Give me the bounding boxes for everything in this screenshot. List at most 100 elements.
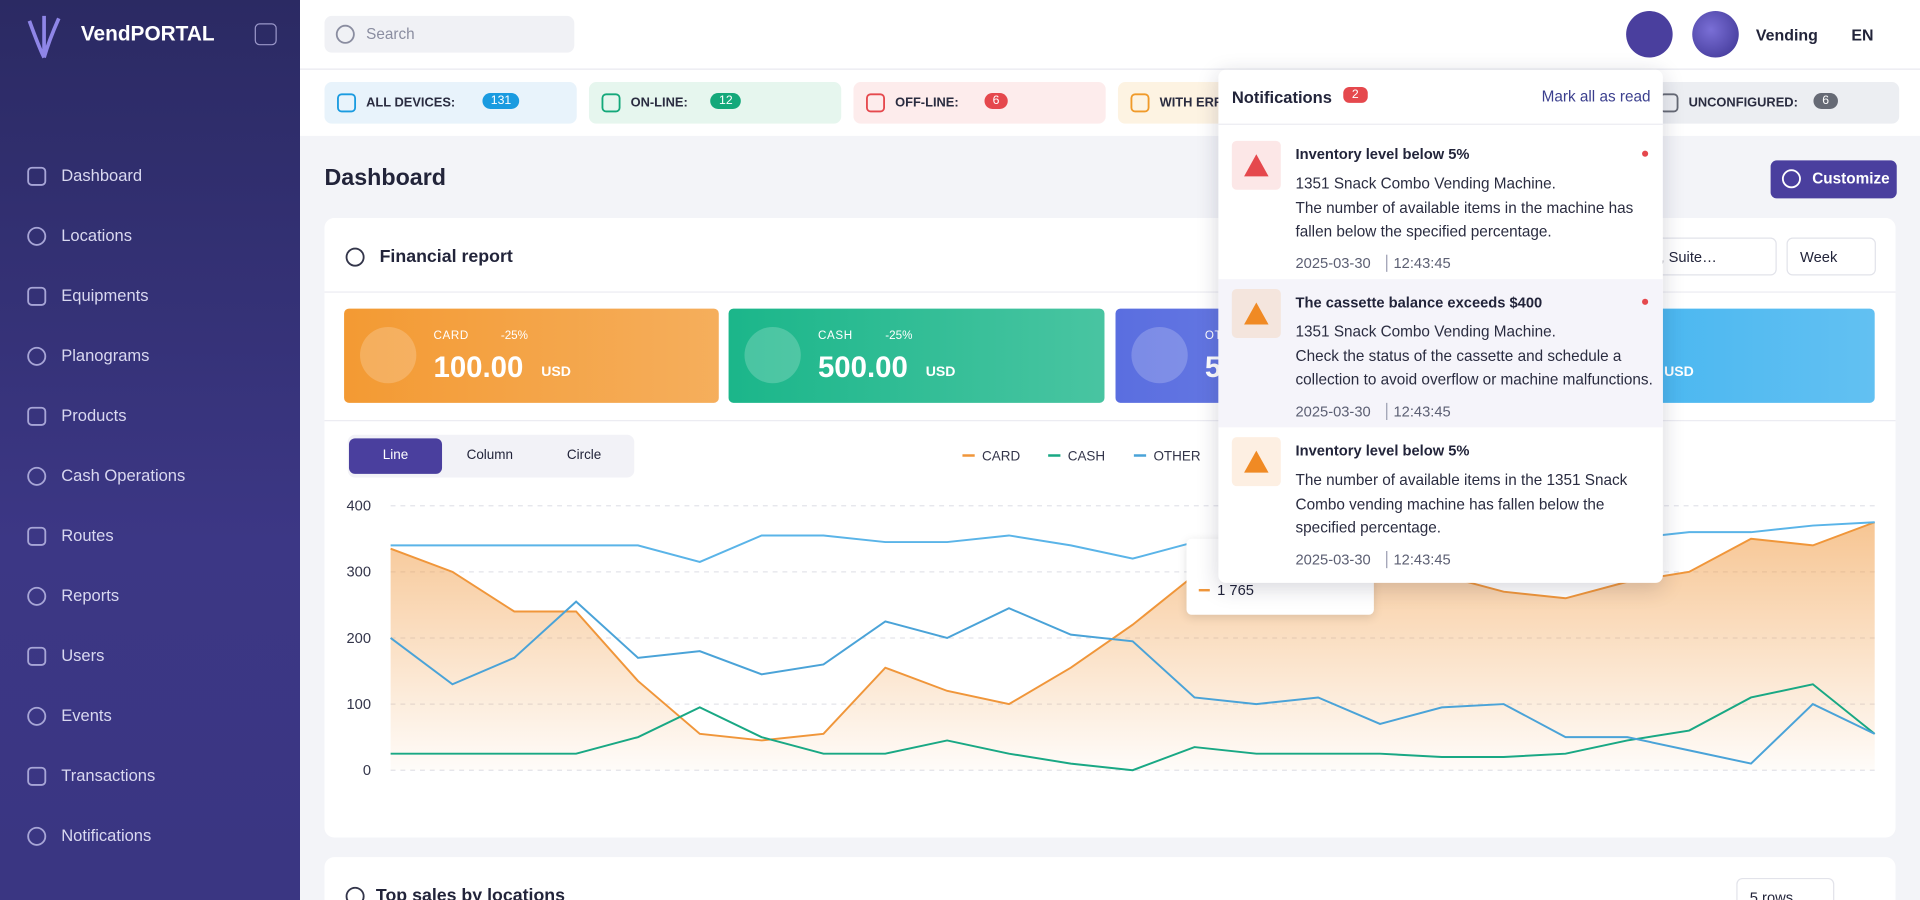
menu-item[interactable]: Products — [0, 392, 300, 441]
status-label: WITH ERR — [1159, 95, 1224, 111]
menu-item[interactable]: Notifications — [0, 812, 300, 861]
icon — [1781, 169, 1801, 189]
menu-item[interactable]: Equipments — [0, 272, 300, 321]
menu-item[interactable]: Transactions — [0, 752, 300, 801]
icon-shape — [27, 466, 47, 486]
icon — [27, 526, 47, 546]
chart-tabs: Line Column Circle — [347, 434, 635, 478]
notification-date: 2025-03-30 — [1295, 254, 1371, 272]
top-sales-panel: Top sales by locations 5 rows — [324, 857, 1896, 900]
y-tick-label: 300 — [347, 565, 372, 581]
chart-tab[interactable]: Line — [348, 438, 443, 474]
icon — [27, 466, 47, 486]
menu-item[interactable]: Locations — [0, 212, 300, 261]
icon — [27, 586, 47, 606]
notification-line: The number of available items in the mac… — [1295, 199, 1634, 241]
card-amount: 5 — [1204, 351, 1222, 385]
warning-icon — [1244, 450, 1269, 473]
icon-shape — [27, 586, 47, 606]
menu-label: Dashboard — [61, 166, 143, 185]
period-select[interactable]: Week — [1786, 237, 1876, 276]
status-card[interactable]: OFF-LINE: 6 — [853, 82, 1106, 124]
menu-label: Users — [61, 646, 105, 665]
menu-label: Locations — [61, 226, 132, 245]
brand: VendPORTAL — [80, 22, 215, 46]
icon — [335, 24, 355, 44]
notification-item[interactable]: The cassette balance exceeds $400 1351 Sn… — [1218, 279, 1663, 428]
search-box[interactable]: Search — [324, 15, 575, 53]
menu-item[interactable]: Reports — [0, 572, 300, 621]
status-card[interactable]: ALL DEVICES: 131 — [324, 82, 577, 124]
menu-item[interactable]: Events — [0, 692, 300, 741]
icon-shape — [345, 247, 365, 267]
rows-value: 5 rows — [1749, 888, 1794, 900]
y-tick-label: 400 — [347, 499, 372, 515]
y-tick-label: 0 — [363, 763, 371, 779]
card-change: -25% — [885, 329, 913, 343]
icon-shape — [27, 646, 47, 666]
icon-shape — [27, 706, 47, 726]
icon — [27, 766, 47, 786]
icon-shape — [335, 24, 355, 44]
icon-shape — [27, 166, 47, 186]
customize-button[interactable]: Customize — [1770, 160, 1897, 199]
notification-line: Check the status of the cassette and sch… — [1295, 347, 1653, 389]
menu-item[interactable]: Users — [0, 632, 300, 681]
menu-item[interactable]: Dashboard — [0, 152, 300, 201]
icon — [866, 93, 886, 113]
notification-title: Inventory level below 5% — [1295, 442, 1470, 460]
notification-item[interactable]: Inventory level below 5% The number of av… — [1218, 427, 1662, 575]
notification-body: 1351 Snack Combo Vending Machine. Check t… — [1296, 321, 1654, 393]
icon-shape — [866, 93, 886, 113]
notification-body: The number of available items in the 135… — [1296, 469, 1654, 541]
warning-icon — [1244, 302, 1269, 325]
avatar[interactable] — [1692, 11, 1739, 58]
logo-shape — [27, 15, 61, 59]
language: EN — [1851, 25, 1874, 45]
icon — [27, 406, 47, 426]
popup-title: Notifications — [1231, 88, 1332, 107]
menu-label: Equipments — [61, 286, 149, 305]
menu-label: Routes — [61, 526, 114, 545]
notification-line: 1351 Snack Combo Vending Machine. — [1295, 175, 1556, 193]
user-name: Vending — [1755, 25, 1818, 45]
icon — [1130, 93, 1150, 113]
divider — [1218, 123, 1663, 125]
menu-label: Transactions — [61, 766, 156, 785]
rows-select[interactable]: 5 rows — [1736, 877, 1835, 900]
collapse-button[interactable] — [254, 23, 277, 46]
status-card[interactable]: ON-LINE: 12 — [588, 82, 842, 124]
notification-line: 1351 Snack Combo Vending Machine. — [1295, 323, 1556, 341]
chart-tab[interactable]: Circle — [538, 438, 631, 474]
icon-shape — [27, 226, 47, 246]
triangle — [1244, 450, 1269, 473]
unread-dot — [1642, 150, 1649, 157]
icon-shape — [1659, 93, 1679, 113]
chart-tab[interactable]: Column — [443, 438, 536, 474]
warning-icon — [1244, 154, 1269, 177]
menu-item[interactable]: Cash Operations — [0, 452, 300, 501]
menu-item[interactable]: Routes — [0, 512, 300, 561]
icon-shape — [27, 526, 47, 546]
severity-icon — [1231, 140, 1281, 190]
notification-item[interactable]: Inventory level below 5% 1351 Snack Combo… — [1218, 131, 1662, 279]
icon-shape — [601, 93, 621, 113]
icon-shape — [27, 286, 47, 306]
bell-button[interactable] — [1626, 11, 1673, 58]
notification-title: The cassette balance exceeds $400 — [1295, 293, 1543, 312]
series-line — [390, 683, 1876, 772]
icon — [345, 247, 365, 267]
menu-label: Events — [61, 706, 112, 725]
icon-shape — [345, 886, 365, 900]
notifications-popup: Notifications 2 Mark all as read Inventory … — [1218, 69, 1663, 583]
mark-all-read[interactable]: Mark all as read — [1541, 88, 1651, 106]
severity-icon — [1231, 437, 1281, 487]
menu-item[interactable]: Planograms — [0, 332, 300, 381]
card-change: -25% — [500, 329, 528, 343]
status-card[interactable]: UNCONFIGURED: 6 — [1646, 82, 1900, 124]
search-placeholder: Search — [366, 25, 415, 43]
notification-title: Inventory level below 5% — [1295, 145, 1470, 163]
notification-body: 1351 Snack Combo Vending Machine. The num… — [1296, 173, 1654, 245]
unread-count: 2 — [1343, 86, 1368, 103]
